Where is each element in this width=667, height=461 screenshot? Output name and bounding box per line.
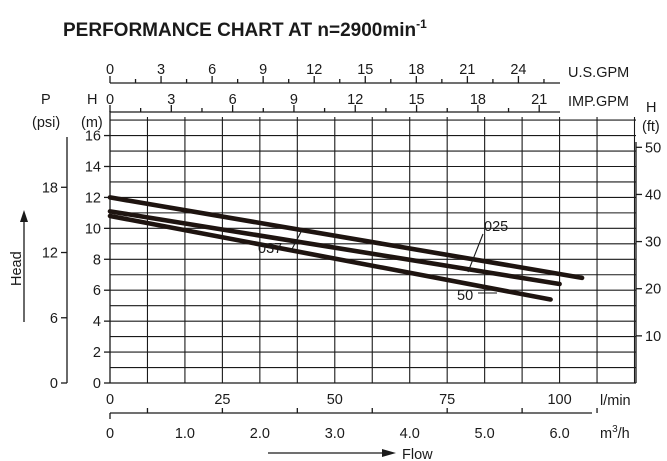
lmin-tick-label: 75 xyxy=(439,392,455,408)
m3h-tick-label: 3.0 xyxy=(325,426,345,442)
head-arrow-icon xyxy=(20,210,28,222)
pressure-unit-letter: P xyxy=(41,92,51,108)
head-m-tick-label: 12 xyxy=(85,190,101,206)
series-leader-line xyxy=(290,229,303,252)
head-m-tick-label: 16 xyxy=(85,129,101,145)
pressure-tick-label: 18 xyxy=(42,180,58,196)
lmin-tick-label: 100 xyxy=(547,392,571,408)
head-m-tick-label: 14 xyxy=(85,159,101,175)
usgpm-tick-label: 18 xyxy=(408,62,424,78)
impgpm-tick-label: 18 xyxy=(470,92,486,108)
head-ft-unit: (ft) xyxy=(642,119,660,135)
series-label-037: 037 xyxy=(258,241,282,257)
head-ft-tick-label: 50 xyxy=(645,140,661,156)
head-m-tick-label: 6 xyxy=(93,283,101,299)
chart-axes xyxy=(61,76,642,419)
head-m-tick-label: 8 xyxy=(93,252,101,268)
lmin-tick-label: 50 xyxy=(327,392,343,408)
curve-037 xyxy=(107,195,585,281)
m3h-tick-label: 1.0 xyxy=(175,426,195,442)
impgpm-tick-label: 12 xyxy=(347,92,363,108)
head-m-unit: (m) xyxy=(81,115,103,131)
series-label-025: 025 xyxy=(484,219,508,235)
impgpm-tick-label: 6 xyxy=(229,92,237,108)
usgpm-axis-label: U.S.GPM xyxy=(568,65,629,81)
impgpm-tick-label: 3 xyxy=(167,92,175,108)
usgpm-tick-label: 15 xyxy=(357,62,373,78)
impgpm-tick-label: 9 xyxy=(290,92,298,108)
usgpm-tick-label: 3 xyxy=(157,62,165,78)
usgpm-tick-label: 12 xyxy=(306,62,322,78)
head-axis-label: Head xyxy=(9,251,25,286)
impgpm-tick-label: 0 xyxy=(106,92,114,108)
pressure-tick-label: 12 xyxy=(42,246,58,262)
chart-title: PERFORMANCE CHART AT n=2900min-1 xyxy=(63,17,427,41)
head-ft-tick-label: 30 xyxy=(645,235,661,251)
lmin-tick-label: 0 xyxy=(106,392,114,408)
impgpm-tick-label: 15 xyxy=(408,92,424,108)
pressure-unit: (psi) xyxy=(32,115,60,131)
usgpm-tick-label: 6 xyxy=(208,62,216,78)
head-ft-tick-label: 40 xyxy=(645,187,661,203)
usgpm-tick-label: 0 xyxy=(106,62,114,78)
impgpm-tick-label: 21 xyxy=(531,92,547,108)
head-m-tick-label: 0 xyxy=(93,376,101,392)
m3h-tick-label: 4.0 xyxy=(400,426,420,442)
head-ft-unit-letter: H xyxy=(646,100,656,116)
head-m-tick-label: 4 xyxy=(93,314,101,330)
flow-arrow-icon xyxy=(382,449,396,457)
m3h-tick-label: 0 xyxy=(106,426,114,442)
impgpm-axis-label: IMP.GPM xyxy=(568,94,629,110)
head-m-tick-label: 2 xyxy=(93,345,101,361)
m3h-tick-label: 6.0 xyxy=(549,426,569,442)
m3h-tick-label: 5.0 xyxy=(475,426,495,442)
head-ft-tick-label: 20 xyxy=(645,282,661,298)
usgpm-tick-label: 9 xyxy=(259,62,267,78)
head-ft-tick-label: 10 xyxy=(645,329,661,345)
m3h-tick-label: 2.0 xyxy=(250,426,270,442)
head-m-tick-label: 10 xyxy=(85,221,101,237)
curve-50 xyxy=(107,213,553,302)
grid-lines xyxy=(110,117,636,383)
lmin-tick-label: 25 xyxy=(214,392,230,408)
pressure-tick-label: 6 xyxy=(50,311,58,327)
flow-axis-label: Flow xyxy=(402,447,433,461)
usgpm-tick-label: 24 xyxy=(510,62,526,78)
head-m-unit-letter: H xyxy=(87,92,97,108)
curve-025 xyxy=(107,209,562,287)
series-leader-line xyxy=(467,233,484,273)
m3h-axis-label: m3/h xyxy=(600,424,630,442)
series-label-50: 50 xyxy=(457,288,473,304)
series-curves xyxy=(107,195,585,302)
usgpm-tick-label: 21 xyxy=(459,62,475,78)
pressure-tick-label: 0 xyxy=(50,376,58,392)
lmin-axis-label: l/min xyxy=(600,393,631,409)
